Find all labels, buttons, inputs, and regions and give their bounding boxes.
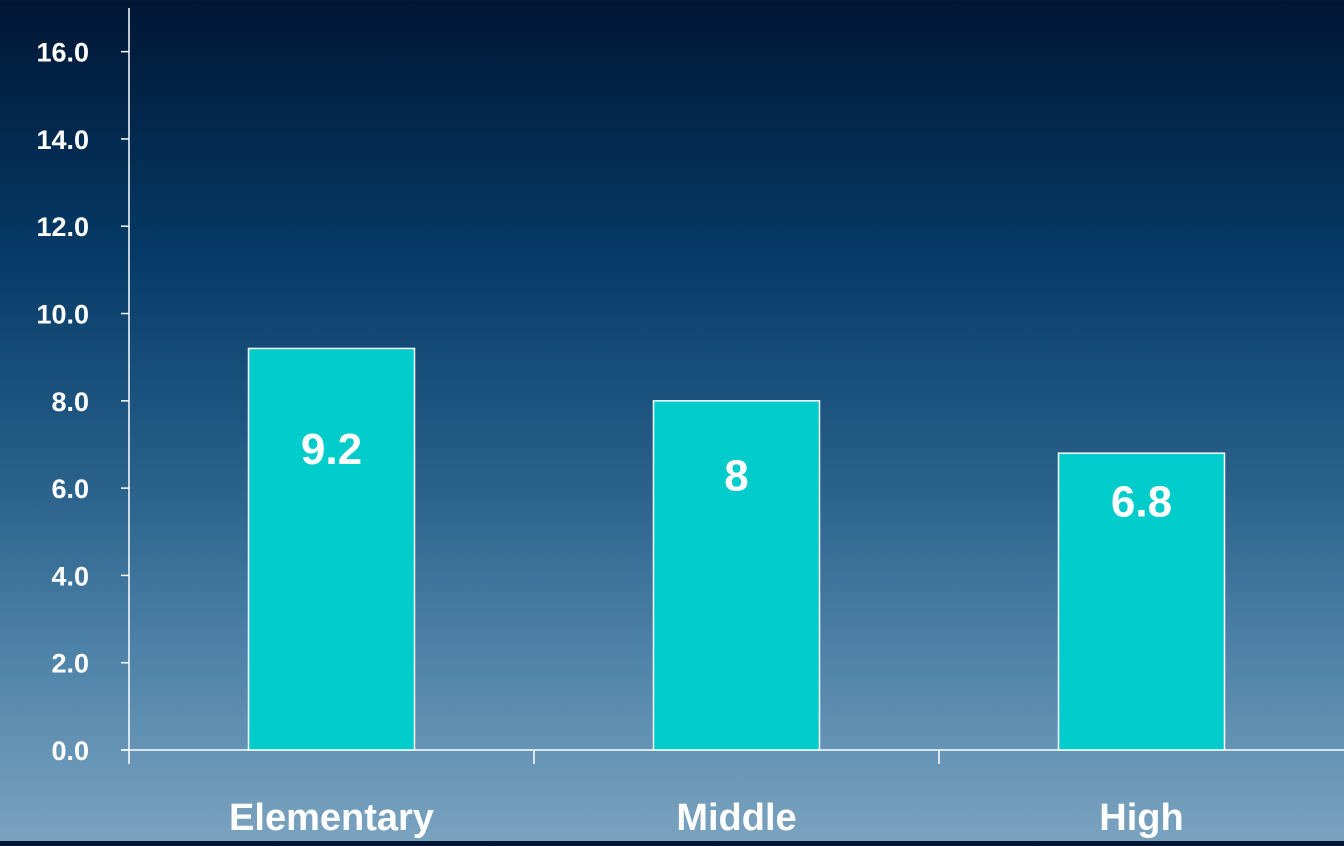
bar-value-label: 8 bbox=[724, 451, 748, 500]
bar bbox=[247, 347, 416, 751]
x-category-label: High bbox=[1099, 797, 1183, 839]
y-tick-label: 8.0 bbox=[51, 387, 89, 417]
y-tick-label: 14.0 bbox=[36, 125, 89, 155]
bar bbox=[652, 400, 821, 751]
y-tick-label: 0.0 bbox=[51, 736, 89, 766]
bar bbox=[1057, 452, 1226, 751]
y-tick-label: 16.0 bbox=[36, 38, 89, 68]
plot-area: 0.0 2.0 4.0 6.0 8.0 10.0 12.0 14.0 16.0 9.2 Elemen… bbox=[36, 8, 1344, 839]
x-category-label: Elementary bbox=[229, 797, 434, 839]
y-tick-label: 2.0 bbox=[51, 649, 89, 679]
bar-value-label: 6.8 bbox=[1111, 478, 1172, 527]
y-tick-label: 4.0 bbox=[51, 561, 89, 591]
y-tick-label: 6.0 bbox=[51, 474, 89, 504]
x-category-label: Middle bbox=[676, 797, 796, 839]
bar-value-label: 9.2 bbox=[301, 425, 362, 474]
y-tick-label: 10.0 bbox=[36, 300, 89, 330]
y-tick-label: 12.0 bbox=[36, 212, 89, 242]
